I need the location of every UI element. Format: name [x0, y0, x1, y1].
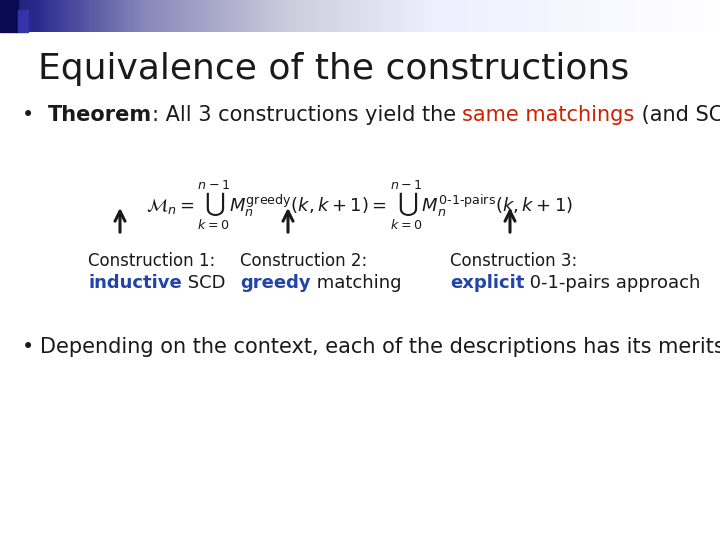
Text: matching: matching: [310, 274, 401, 292]
Text: explicit: explicit: [450, 274, 524, 292]
Text: Construction 1:: Construction 1:: [88, 252, 215, 270]
Text: 0-1-pairs approach: 0-1-pairs approach: [524, 274, 701, 292]
Text: same matchings: same matchings: [462, 105, 634, 125]
Bar: [18, 10, 28, 32]
Text: : All 3 constructions yield the: : All 3 constructions yield the: [152, 105, 462, 125]
Text: Construction 3:: Construction 3:: [450, 252, 577, 270]
Text: greedy: greedy: [240, 274, 310, 292]
Text: $\mathcal{M}_n = \bigcup_{k=0}^{n-1} M_n^{\mathrm{greedy}}(k, k+1) = \bigcup_{k=: $\mathcal{M}_n = \bigcup_{k=0}^{n-1} M_n…: [146, 178, 574, 232]
Text: Construction 2:: Construction 2:: [240, 252, 367, 270]
Text: •: •: [22, 337, 35, 357]
Text: (and SCDs):: (and SCDs):: [634, 105, 720, 125]
Text: •: •: [22, 105, 35, 125]
Bar: [0, 0, 18, 32]
Text: Depending on the context, each of the descriptions has its merits: Depending on the context, each of the de…: [40, 337, 720, 357]
Text: SCD: SCD: [181, 274, 225, 292]
Text: Theorem: Theorem: [48, 105, 152, 125]
Text: Equivalence of the constructions: Equivalence of the constructions: [38, 52, 629, 86]
Text: inductive: inductive: [88, 274, 181, 292]
